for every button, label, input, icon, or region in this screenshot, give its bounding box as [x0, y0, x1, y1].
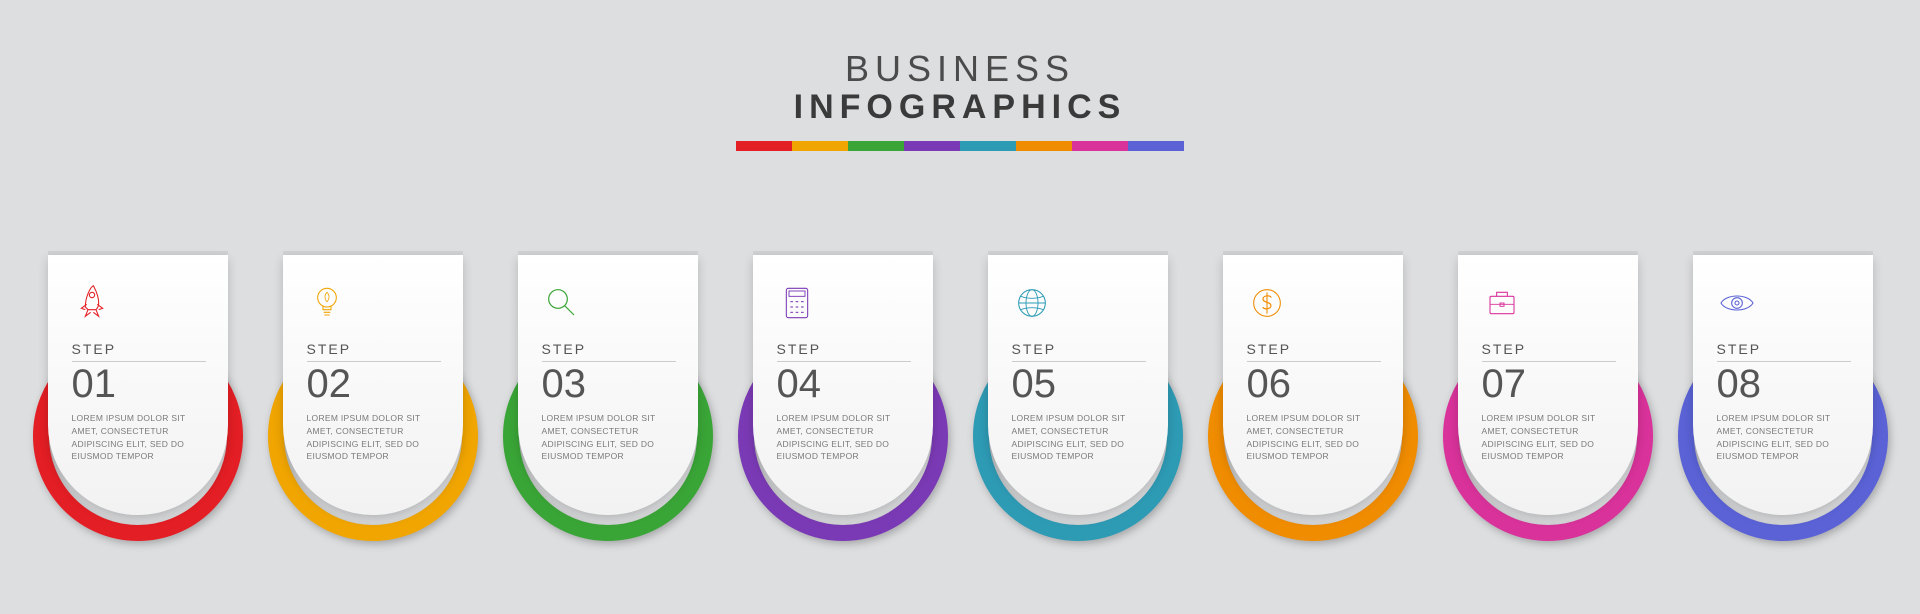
- step: STEP 03 LOREM IPSUM DOLOR SIT AMET, CONSEC…: [510, 255, 705, 515]
- color-strip-segment: [904, 141, 960, 151]
- briefcase-icon: [1482, 275, 1616, 323]
- steps-row: STEP 01 LOREM IPSUM DOLOR SIT AMET, CONSEC…: [0, 255, 1920, 515]
- step: STEP 01 LOREM IPSUM DOLOR SIT AMET, CONSEC…: [40, 255, 235, 515]
- eye-icon: [1717, 275, 1851, 323]
- step-number: 03: [542, 364, 676, 404]
- step-number: 02: [307, 364, 441, 404]
- calculator-icon: [777, 275, 911, 323]
- step-description: LOREM IPSUM DOLOR SIT AMET, CONSECTETUR …: [72, 412, 206, 463]
- lightbulb-icon: [307, 275, 441, 323]
- step-label: STEP: [777, 341, 911, 357]
- step-card: STEP 06 LOREM IPSUM DOLOR SIT AMET, CONSEC…: [1223, 255, 1403, 515]
- color-strip-segment: [1072, 141, 1128, 151]
- step-label: STEP: [1247, 341, 1381, 357]
- step-description: LOREM IPSUM DOLOR SIT AMET, CONSECTETUR …: [1482, 412, 1616, 463]
- step-card: STEP 04 LOREM IPSUM DOLOR SIT AMET, CONSEC…: [753, 255, 933, 515]
- step-card: STEP 05 LOREM IPSUM DOLOR SIT AMET, CONSEC…: [988, 255, 1168, 515]
- color-strip-segment: [848, 141, 904, 151]
- step-number: 06: [1247, 364, 1381, 404]
- title-block: BUSINESS INFOGRAPHICS: [736, 48, 1184, 161]
- step-card: STEP 08 LOREM IPSUM DOLOR SIT AMET, CONSEC…: [1693, 255, 1873, 515]
- title-line1: BUSINESS: [736, 48, 1184, 90]
- step-label: STEP: [307, 341, 441, 357]
- step-number: 04: [777, 364, 911, 404]
- step-number: 08: [1717, 364, 1851, 404]
- rocket-icon: [72, 275, 206, 323]
- globe-icon: [1012, 275, 1146, 323]
- color-strip-segment: [1016, 141, 1072, 151]
- infographic-page: BUSINESS INFOGRAPHICS STEP 01 LOREM IPSUM …: [0, 0, 1920, 614]
- step: STEP 08 LOREM IPSUM DOLOR SIT AMET, CONSEC…: [1685, 255, 1880, 515]
- step-card: STEP 01 LOREM IPSUM DOLOR SIT AMET, CONSEC…: [48, 255, 228, 515]
- step-description: LOREM IPSUM DOLOR SIT AMET, CONSECTETUR …: [1247, 412, 1381, 463]
- title-line2: INFOGRAPHICS: [736, 88, 1184, 127]
- step-card: STEP 07 LOREM IPSUM DOLOR SIT AMET, CONSEC…: [1458, 255, 1638, 515]
- color-strip-segment: [1128, 141, 1184, 151]
- step: STEP 07 LOREM IPSUM DOLOR SIT AMET, CONSEC…: [1450, 255, 1645, 515]
- color-strip-segment: [792, 141, 848, 151]
- color-strip-segment: [736, 141, 792, 151]
- step-card: STEP 03 LOREM IPSUM DOLOR SIT AMET, CONSEC…: [518, 255, 698, 515]
- step-label: STEP: [1012, 341, 1146, 357]
- step-description: LOREM IPSUM DOLOR SIT AMET, CONSECTETUR …: [777, 412, 911, 463]
- step: STEP 05 LOREM IPSUM DOLOR SIT AMET, CONSEC…: [980, 255, 1175, 515]
- step-label: STEP: [1717, 341, 1851, 357]
- step-number: 01: [72, 364, 206, 404]
- step: STEP 04 LOREM IPSUM DOLOR SIT AMET, CONSEC…: [745, 255, 940, 515]
- magnifier-icon: [542, 275, 676, 323]
- step-card: STEP 02 LOREM IPSUM DOLOR SIT AMET, CONSEC…: [283, 255, 463, 515]
- step-description: LOREM IPSUM DOLOR SIT AMET, CONSECTETUR …: [307, 412, 441, 463]
- title-color-strip: [736, 141, 1184, 151]
- step-description: LOREM IPSUM DOLOR SIT AMET, CONSECTETUR …: [1717, 412, 1851, 463]
- step-description: LOREM IPSUM DOLOR SIT AMET, CONSECTETUR …: [542, 412, 676, 463]
- step-number: 05: [1012, 364, 1146, 404]
- step-label: STEP: [542, 341, 676, 357]
- step-label: STEP: [72, 341, 206, 357]
- step-number: 07: [1482, 364, 1616, 404]
- dollar-icon: [1247, 275, 1381, 323]
- step-description: LOREM IPSUM DOLOR SIT AMET, CONSECTETUR …: [1012, 412, 1146, 463]
- color-strip-segment: [960, 141, 1016, 151]
- step-label: STEP: [1482, 341, 1616, 357]
- step: STEP 02 LOREM IPSUM DOLOR SIT AMET, CONSEC…: [275, 255, 470, 515]
- step: STEP 06 LOREM IPSUM DOLOR SIT AMET, CONSEC…: [1215, 255, 1410, 515]
